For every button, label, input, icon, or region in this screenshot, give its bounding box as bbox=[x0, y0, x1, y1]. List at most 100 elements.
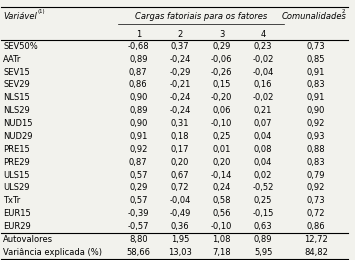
Text: Cargas fatoriais para os fatores: Cargas fatoriais para os fatores bbox=[135, 12, 267, 21]
Text: -0,04: -0,04 bbox=[169, 196, 191, 205]
Text: 1: 1 bbox=[136, 30, 141, 39]
Text: AATr: AATr bbox=[3, 55, 22, 64]
Text: 12,72: 12,72 bbox=[304, 235, 328, 244]
Text: Variância explicada (%): Variância explicada (%) bbox=[3, 248, 102, 257]
Text: 0,72: 0,72 bbox=[307, 209, 326, 218]
Text: PRE29: PRE29 bbox=[3, 158, 30, 167]
Text: -0,14: -0,14 bbox=[211, 171, 232, 179]
Text: -0,49: -0,49 bbox=[169, 209, 191, 218]
Text: 84,82: 84,82 bbox=[304, 248, 328, 257]
Text: -0,10: -0,10 bbox=[211, 119, 232, 128]
Text: 0,25: 0,25 bbox=[254, 196, 272, 205]
Text: 3: 3 bbox=[219, 30, 224, 39]
Text: 1,08: 1,08 bbox=[212, 235, 231, 244]
Text: 0,89: 0,89 bbox=[129, 55, 148, 64]
Text: SEV29: SEV29 bbox=[3, 81, 30, 89]
Text: 5,95: 5,95 bbox=[254, 248, 272, 257]
Text: 0,67: 0,67 bbox=[171, 171, 189, 179]
Text: EUR29: EUR29 bbox=[3, 222, 31, 231]
Text: ULS29: ULS29 bbox=[3, 183, 29, 192]
Text: -0,24: -0,24 bbox=[169, 55, 191, 64]
Text: 0,86: 0,86 bbox=[307, 222, 326, 231]
Text: -0,06: -0,06 bbox=[211, 55, 232, 64]
Text: 0,01: 0,01 bbox=[212, 145, 231, 154]
Text: 0,57: 0,57 bbox=[129, 171, 148, 179]
Text: 1,95: 1,95 bbox=[171, 235, 189, 244]
Text: 0,06: 0,06 bbox=[212, 106, 231, 115]
Text: 0,23: 0,23 bbox=[254, 42, 272, 51]
Text: 7,18: 7,18 bbox=[212, 248, 231, 257]
Text: NLS15: NLS15 bbox=[3, 93, 30, 102]
Text: 0,87: 0,87 bbox=[129, 68, 148, 77]
Text: -0,39: -0,39 bbox=[127, 209, 149, 218]
Text: NUD15: NUD15 bbox=[3, 119, 33, 128]
Text: 0,85: 0,85 bbox=[307, 55, 326, 64]
Text: 0,79: 0,79 bbox=[307, 171, 326, 179]
Text: -0,24: -0,24 bbox=[169, 93, 191, 102]
Text: 0,90: 0,90 bbox=[129, 93, 147, 102]
Text: 0,91: 0,91 bbox=[129, 132, 147, 141]
Text: Variável: Variável bbox=[3, 12, 37, 21]
Text: 58,66: 58,66 bbox=[126, 248, 150, 257]
Text: -0,15: -0,15 bbox=[252, 209, 274, 218]
Text: PRE15: PRE15 bbox=[3, 145, 30, 154]
Text: 0,87: 0,87 bbox=[129, 158, 148, 167]
Text: 0,31: 0,31 bbox=[171, 119, 189, 128]
Text: 0,91: 0,91 bbox=[307, 93, 325, 102]
Text: 0,29: 0,29 bbox=[212, 42, 231, 51]
Text: 13,03: 13,03 bbox=[168, 248, 192, 257]
Text: 0,07: 0,07 bbox=[254, 119, 272, 128]
Text: 0,72: 0,72 bbox=[171, 183, 189, 192]
Text: 0,88: 0,88 bbox=[307, 145, 326, 154]
Text: 0,02: 0,02 bbox=[254, 171, 272, 179]
Text: 0,04: 0,04 bbox=[254, 132, 272, 141]
Text: 0,29: 0,29 bbox=[129, 183, 147, 192]
Text: Autovalores: Autovalores bbox=[3, 235, 53, 244]
Text: -0,26: -0,26 bbox=[211, 68, 232, 77]
Text: -0,29: -0,29 bbox=[169, 68, 191, 77]
Text: 2: 2 bbox=[342, 9, 345, 14]
Text: 0,73: 0,73 bbox=[307, 196, 326, 205]
Text: TxTr: TxTr bbox=[3, 196, 20, 205]
Text: 0,36: 0,36 bbox=[171, 222, 189, 231]
Text: ULS15: ULS15 bbox=[3, 171, 29, 179]
Text: 0,20: 0,20 bbox=[212, 158, 231, 167]
Text: 4: 4 bbox=[261, 30, 266, 39]
Text: -0,21: -0,21 bbox=[169, 81, 191, 89]
Text: 0,57: 0,57 bbox=[129, 196, 148, 205]
Text: 0,91: 0,91 bbox=[307, 68, 325, 77]
Text: 0,89: 0,89 bbox=[129, 106, 148, 115]
Text: 0,21: 0,21 bbox=[254, 106, 272, 115]
Text: 0,18: 0,18 bbox=[171, 132, 189, 141]
Text: -0,24: -0,24 bbox=[169, 106, 191, 115]
Text: -0,20: -0,20 bbox=[211, 93, 232, 102]
Text: 0,93: 0,93 bbox=[307, 132, 326, 141]
Text: 2: 2 bbox=[177, 30, 182, 39]
Text: (1): (1) bbox=[38, 9, 45, 14]
Text: 0,25: 0,25 bbox=[212, 132, 231, 141]
Text: 0,63: 0,63 bbox=[254, 222, 272, 231]
Text: 0,16: 0,16 bbox=[254, 81, 272, 89]
Text: 0,08: 0,08 bbox=[254, 145, 272, 154]
Text: 0,73: 0,73 bbox=[307, 42, 326, 51]
Text: NLS29: NLS29 bbox=[3, 106, 30, 115]
Text: Comunalidades: Comunalidades bbox=[282, 12, 346, 21]
Text: 0,20: 0,20 bbox=[171, 158, 189, 167]
Text: -0,04: -0,04 bbox=[252, 68, 274, 77]
Text: 0,58: 0,58 bbox=[212, 196, 231, 205]
Text: -0,10: -0,10 bbox=[211, 222, 232, 231]
Text: -0,52: -0,52 bbox=[252, 183, 274, 192]
Text: 0,17: 0,17 bbox=[171, 145, 189, 154]
Text: -0,02: -0,02 bbox=[252, 55, 274, 64]
Text: -0,02: -0,02 bbox=[252, 93, 274, 102]
Text: -0,57: -0,57 bbox=[127, 222, 149, 231]
Text: 0,24: 0,24 bbox=[212, 183, 231, 192]
Text: 0,15: 0,15 bbox=[212, 81, 231, 89]
Text: 0,92: 0,92 bbox=[307, 183, 325, 192]
Text: 0,89: 0,89 bbox=[254, 235, 272, 244]
Text: 0,90: 0,90 bbox=[129, 119, 147, 128]
Text: 0,86: 0,86 bbox=[129, 81, 148, 89]
Text: 0,83: 0,83 bbox=[307, 81, 326, 89]
Text: 0,56: 0,56 bbox=[212, 209, 231, 218]
Text: SEV15: SEV15 bbox=[3, 68, 30, 77]
